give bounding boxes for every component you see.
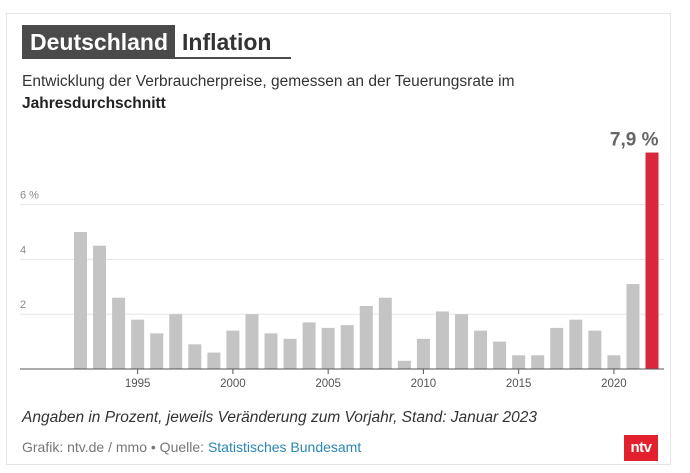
bar <box>378 297 392 369</box>
source-link[interactable]: Statistisches Bundesamt <box>207 439 362 455</box>
bar <box>359 305 373 369</box>
subtitle-line-2: Jahresdurchschnitt <box>22 95 166 112</box>
bar <box>340 325 354 369</box>
bar-highlight <box>645 152 659 369</box>
bar <box>416 338 430 369</box>
bar <box>397 360 411 369</box>
subtitle-line-1: Entwicklung der Verbraucherpreise, gemes… <box>22 73 515 90</box>
y-tick-label: 2 <box>20 299 26 311</box>
bar <box>569 319 583 369</box>
chart-source: Grafik: ntv.de / mmo • Quelle: Statistis… <box>22 439 361 455</box>
bar <box>264 333 278 369</box>
bar <box>550 327 564 369</box>
chart-title: Deutschland <box>22 25 176 59</box>
bar <box>531 355 545 369</box>
bar <box>512 355 526 369</box>
chart-topic: Inflation <box>175 25 292 59</box>
x-tick-label: 2000 <box>220 378 246 390</box>
x-tick-label: 2005 <box>315 378 341 390</box>
bar <box>435 311 449 369</box>
bar <box>321 327 335 369</box>
x-tick-label: 2015 <box>506 378 532 390</box>
bar <box>112 297 126 369</box>
bar <box>474 330 488 369</box>
bar <box>169 314 183 369</box>
chart-footnote: Angaben in Prozent, jeweils Veränderung … <box>22 409 537 426</box>
ntv-logo: ntv <box>624 435 658 461</box>
bar <box>626 284 640 369</box>
bar <box>455 314 468 369</box>
highlight-value-label: 7,9 % <box>610 130 659 151</box>
source-prefix: Grafik: ntv.de / mmo • Quelle: <box>22 439 208 455</box>
x-tick-label: 2020 <box>601 378 627 390</box>
title-row: Deutschland Inflation <box>22 25 292 59</box>
bar <box>207 352 221 369</box>
chart-subtitle: Entwicklung der Verbraucherpreise, gemes… <box>22 71 622 115</box>
bar <box>607 355 621 369</box>
bar <box>131 319 145 369</box>
bar <box>245 314 259 369</box>
bar <box>74 232 87 369</box>
bar <box>93 245 107 369</box>
bar <box>588 330 602 369</box>
bar <box>226 330 240 369</box>
bar <box>302 322 316 369</box>
bar <box>150 333 164 369</box>
x-tick-label: 1995 <box>125 378 151 390</box>
bar <box>283 338 297 369</box>
x-tick-label: 2010 <box>411 378 437 390</box>
chart-card <box>6 13 671 465</box>
bar <box>188 344 202 369</box>
bar <box>493 341 507 369</box>
y-tick-label: 6 % <box>20 190 39 202</box>
y-tick-label: 4 <box>20 244 26 256</box>
